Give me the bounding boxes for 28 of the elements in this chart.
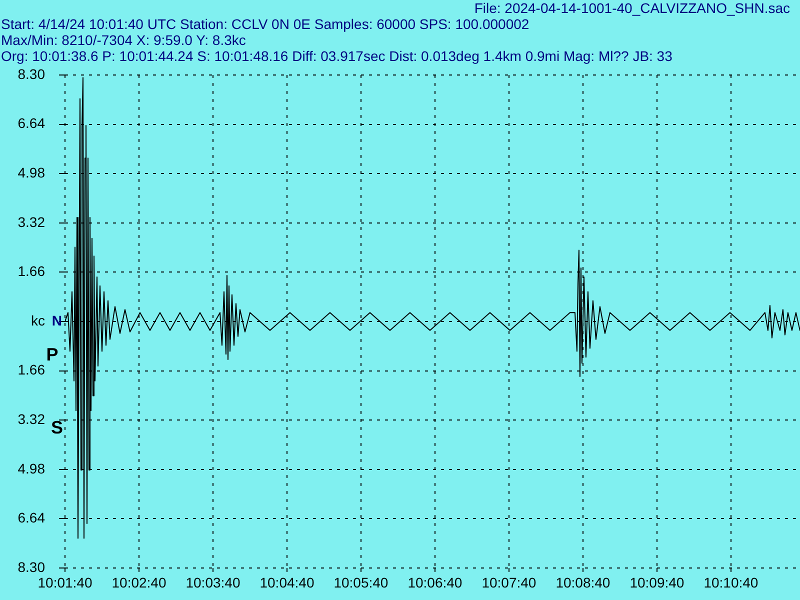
- text: Start: 4/14/24 10:01:40 UTC Station: CCLV 0N 0E Samples: 60000 SPS: 100.000002: [0, 16, 530, 32]
- x-tick-label: 10:05:40: [334, 574, 388, 590]
- annotation: S: [51, 417, 64, 438]
- chart-title: File: 2024-04-14-1001-40_CALVIZZANO_SHN.sac: [473, 0, 791, 16]
- text: Max/Min: 8210/-7304 X: 9:59.0 Y: 8.3kc: [0, 32, 247, 48]
- y-tick-label: kc: [31, 312, 45, 328]
- x-tick-label: 10:06:40: [408, 574, 462, 590]
- annotation: P: [46, 344, 58, 365]
- y-tick-label: 4.98: [18, 164, 46, 180]
- x-tick-label: 10:02:40: [112, 574, 166, 590]
- y-tick-label: 6.64: [18, 510, 46, 526]
- x-tick-label: 10:09:40: [630, 574, 684, 590]
- y-tick-label: 8.30: [18, 558, 46, 575]
- y-tick-label: 1.66: [18, 263, 46, 280]
- x-tick-label: 10:04:40: [260, 574, 314, 590]
- x-tick-label: 10:03:40: [186, 574, 240, 590]
- x-tick-label: 10:08:40: [556, 574, 610, 590]
- x-tick-label: 10:10:40: [704, 574, 758, 590]
- y-tick-label: 4.98: [18, 460, 46, 476]
- y-axis-title: N: [52, 312, 62, 328]
- y-tick-label: 1.66: [18, 362, 46, 378]
- x-tick-label: 10:01:40: [38, 574, 92, 590]
- text: Org: 10:01:38.6 P: 10:01:44.24 S: 10:01:48.16 Diff: 03.917sec Dist: 0.013deg 1.4km 0.9mi Mag: Ml?? JB: 33: [0, 48, 674, 64]
- y-tick-label: 8.30: [18, 66, 46, 82]
- y-tick-label: 3.32: [18, 214, 46, 230]
- y-tick-label: 3.32: [18, 410, 46, 427]
- y-tick-label: 6.64: [18, 115, 46, 132]
- x-tick-label: 10:07:40: [482, 574, 536, 590]
